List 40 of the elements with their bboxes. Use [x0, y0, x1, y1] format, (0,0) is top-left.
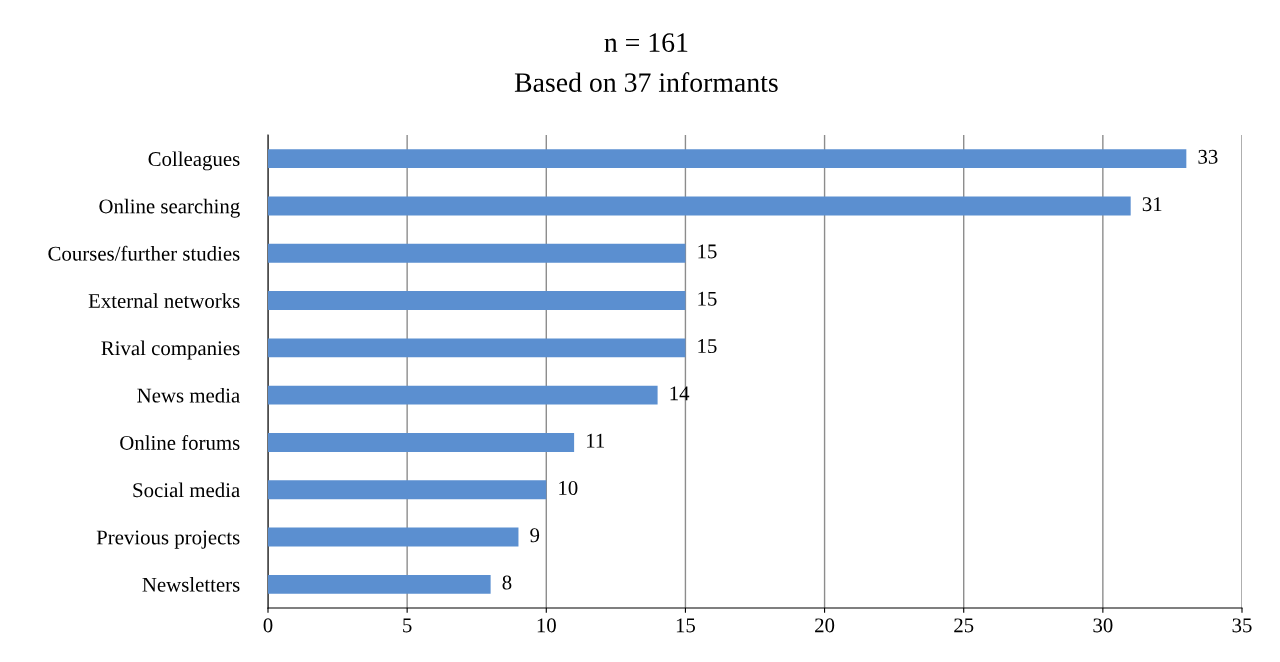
- x-tick-label: 10: [537, 618, 556, 633]
- y-tick-label: Online forums: [120, 435, 240, 450]
- bar: [268, 243, 686, 263]
- y-tick-label: External networks: [88, 293, 240, 308]
- bar: [268, 291, 686, 311]
- data-label: 9: [530, 528, 540, 543]
- bar: [268, 338, 686, 358]
- data-label: 31: [1142, 197, 1162, 212]
- data-label: 8: [502, 575, 512, 590]
- x-tick-label: 30: [1093, 618, 1113, 633]
- x-tick-label: 35: [1232, 618, 1252, 633]
- bar: [268, 196, 1131, 216]
- y-tick-label: Previous projects: [96, 530, 240, 549]
- data-label: 33: [1198, 149, 1218, 164]
- bar: [268, 432, 575, 452]
- chart-title: n = 161: [604, 33, 688, 52]
- y-tick-label: Social media: [133, 482, 240, 498]
- bar: [268, 480, 547, 500]
- x-tick-label: 15: [676, 618, 696, 633]
- y-tick-label: Rival companies: [101, 340, 240, 360]
- x-tick-label: 20: [815, 618, 835, 633]
- y-tick-label: Colleagues: [148, 151, 240, 171]
- y-tick-label: Online searching: [99, 198, 240, 218]
- data-label: 15: [698, 339, 717, 354]
- x-tick-label: 0: [263, 618, 273, 633]
- x-tick-label: 5: [403, 618, 412, 633]
- y-tick-label: Newsletters: [142, 577, 240, 592]
- data-label: 10: [559, 480, 578, 495]
- bar: [268, 527, 519, 547]
- data-label: 14: [670, 386, 690, 401]
- bar: [268, 385, 658, 405]
- chart-subtitle: Based on 37 informants: [514, 72, 778, 92]
- x-tick-label: 25: [954, 618, 974, 633]
- data-label: 15: [698, 244, 717, 259]
- data-label: 15: [698, 291, 717, 306]
- bar: [268, 149, 1187, 169]
- y-tick-label: News media: [137, 387, 240, 403]
- bar: [268, 574, 491, 594]
- data-label: 11: [587, 433, 605, 448]
- y-tick-label: Courses/further studies: [48, 245, 240, 261]
